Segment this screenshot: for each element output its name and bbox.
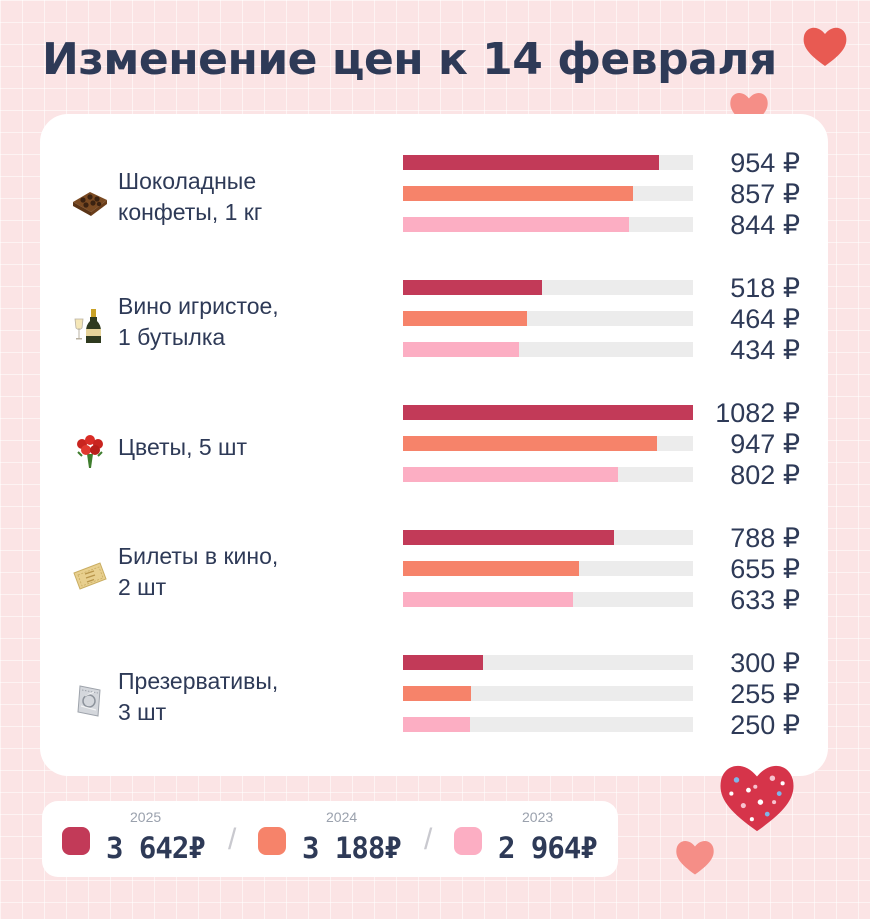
- bar-2024: [403, 186, 633, 201]
- bar-track: [403, 467, 693, 482]
- value-label: 655 ₽: [730, 554, 800, 584]
- legend-total: 3 642₽: [106, 831, 206, 865]
- bar-2025: [403, 655, 483, 670]
- legend-year: 2024: [326, 809, 358, 825]
- bar-2024: [403, 686, 471, 701]
- value-label: 857 ₽: [730, 179, 800, 209]
- chart-card: Шоколадные конфеты, 1 кг 954 ₽857 ₽844 ₽ В…: [40, 114, 828, 776]
- bar-2023: [403, 592, 573, 607]
- heart-icon: [803, 27, 847, 66]
- category-label: Билеты в кино, 2 шт: [118, 543, 279, 600]
- legend: 2025 3 642₽ / 2024 3 188₽ / 2023 2 964₽: [42, 801, 618, 877]
- bar-2025: [403, 280, 542, 295]
- bar-track: [403, 311, 693, 326]
- bouquet-icon: [70, 430, 110, 470]
- value-label: 947 ₽: [730, 429, 800, 459]
- condom-pack-icon: [70, 680, 110, 720]
- bar-track: [403, 405, 693, 420]
- bar-track: [403, 280, 693, 295]
- value-label: 802 ₽: [730, 460, 800, 490]
- category-label: Вино игристое, 1 бутылка: [118, 293, 279, 350]
- bar-track: [403, 655, 693, 670]
- value-label: 788 ₽: [730, 523, 800, 553]
- legend-item-2024: 2024 3 188₽: [238, 801, 413, 877]
- bar-track: [403, 717, 693, 732]
- bar-2025: [403, 405, 693, 420]
- chocolate-box-icon: [70, 180, 110, 220]
- bar-2024: [403, 311, 527, 326]
- category-group: Вино игристое, 1 бутылка 518 ₽464 ₽434 ₽: [40, 273, 828, 373]
- category-group: Билеты в кино, 2 шт 788 ₽655 ₽633 ₽: [40, 523, 828, 623]
- bar-track: [403, 342, 693, 357]
- value-label: 464 ₽: [730, 304, 800, 334]
- legend-swatch: [258, 827, 286, 855]
- legend-swatch: [62, 827, 90, 855]
- champagne-icon: [70, 305, 110, 345]
- bar-track: [403, 155, 693, 170]
- heart-icon: [676, 841, 714, 875]
- legend-swatch: [454, 827, 482, 855]
- legend-year: 2025: [130, 809, 162, 825]
- page-title: Изменение цен к 14 февраля: [42, 34, 777, 85]
- category-label: Презервативы, 3 шт: [118, 668, 279, 725]
- bar-2024: [403, 436, 657, 451]
- legend-year: 2023: [522, 809, 554, 825]
- bar-2023: [403, 342, 519, 357]
- bar-2023: [403, 467, 618, 482]
- bar-2023: [403, 717, 470, 732]
- bar-2023: [403, 217, 629, 232]
- category-group: Цветы, 5 шт 1082 ₽947 ₽802 ₽: [40, 398, 828, 498]
- bar-2024: [403, 561, 579, 576]
- bar-2025: [403, 530, 614, 545]
- legend-item-2023: 2023 2 964₽: [434, 801, 609, 877]
- value-label: 518 ₽: [730, 273, 800, 303]
- bar-2025: [403, 155, 659, 170]
- value-label: 844 ₽: [730, 210, 800, 240]
- bar-track: [403, 592, 693, 607]
- category-label: Шоколадные конфеты, 1 кг: [118, 168, 263, 225]
- value-label: 1082 ₽: [715, 398, 800, 428]
- value-label: 434 ₽: [730, 335, 800, 365]
- value-label: 250 ₽: [730, 710, 800, 740]
- bar-track: [403, 561, 693, 576]
- category-group: Шоколадные конфеты, 1 кг 954 ₽857 ₽844 ₽: [40, 148, 828, 248]
- category-group: Презервативы, 3 шт 300 ₽255 ₽250 ₽: [40, 648, 828, 748]
- value-label: 633 ₽: [730, 585, 800, 615]
- value-label: 954 ₽: [730, 148, 800, 178]
- bar-track: [403, 186, 693, 201]
- legend-separator: /: [424, 823, 433, 856]
- bar-track: [403, 217, 693, 232]
- category-label: Цветы, 5 шт: [118, 434, 248, 460]
- value-label: 255 ₽: [730, 679, 800, 709]
- sprinkle-heart-icon: [720, 765, 794, 832]
- value-label: 300 ₽: [730, 648, 800, 678]
- bar-track: [403, 436, 693, 451]
- legend-separator: /: [228, 823, 237, 856]
- cinema-ticket-icon: [70, 555, 110, 595]
- legend-total: 3 188₽: [302, 831, 402, 865]
- bar-track: [403, 530, 693, 545]
- legend-total: 2 964₽: [498, 831, 598, 865]
- legend-item-2025: 2025 3 642₽: [42, 801, 217, 877]
- bar-track: [403, 686, 693, 701]
